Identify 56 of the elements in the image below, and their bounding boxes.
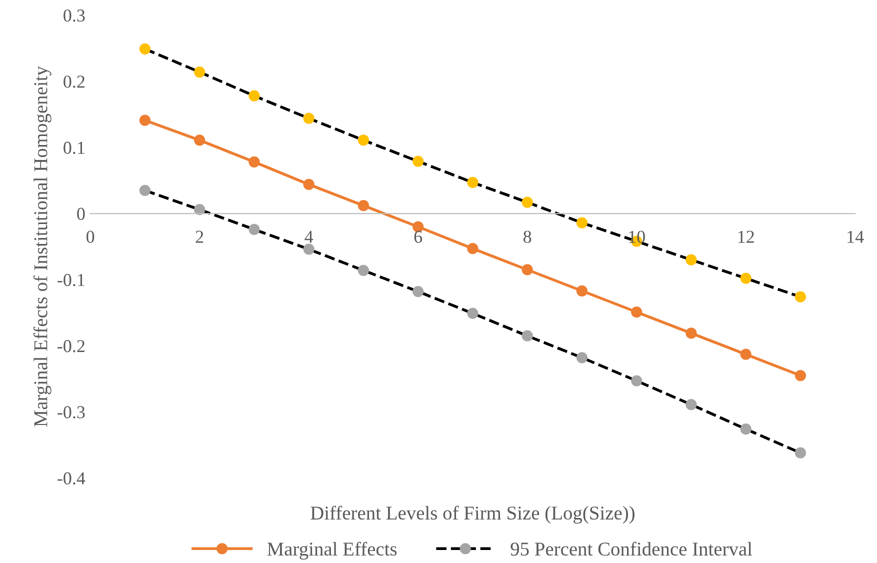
point — [522, 264, 533, 276]
point — [358, 200, 370, 212]
point — [794, 370, 806, 382]
x-tick-label: 2 — [196, 230, 204, 243]
point — [522, 330, 533, 342]
point — [740, 272, 752, 284]
point — [139, 114, 151, 126]
x-tick-label: 4 — [304, 230, 314, 243]
point — [194, 66, 206, 78]
point — [576, 285, 588, 296]
y-tick-label: -0.3 — [58, 406, 85, 418]
point — [358, 264, 370, 276]
point — [467, 176, 478, 188]
y-axis-title: Marginal Effects of Institutional Homogeneity — [33, 66, 52, 427]
x-tick-label: 12 — [738, 230, 754, 243]
point — [194, 204, 206, 216]
y-tick-label: 0.3 — [64, 9, 85, 22]
point — [740, 424, 752, 435]
y-tick-label: 0 — [77, 208, 85, 220]
point — [794, 447, 806, 458]
y-tick-label: 0.2 — [64, 76, 84, 88]
point — [139, 184, 151, 196]
y-tick-label: -0.2 — [58, 340, 84, 352]
x-axis-title: Different Levels of Firm Size (Log(Size)) — [310, 506, 634, 524]
point — [194, 134, 206, 146]
y-tick-label: -0.1 — [58, 274, 84, 286]
x-tick-label: 8 — [524, 230, 532, 243]
point — [740, 348, 752, 360]
legend-label: 95 Percent Confidence Interval — [510, 542, 752, 556]
point — [686, 399, 697, 410]
point — [412, 156, 424, 167]
x-tick-label: 6 — [414, 230, 422, 243]
point — [303, 178, 314, 190]
point — [522, 196, 533, 208]
point — [467, 243, 478, 254]
point — [303, 112, 314, 124]
point — [303, 244, 314, 255]
point — [794, 291, 806, 302]
x-tick-label: 0 — [86, 230, 94, 243]
legend-label: Marginal Effects — [267, 542, 397, 560]
point — [686, 328, 697, 339]
point — [467, 308, 478, 319]
point — [576, 217, 588, 228]
point — [139, 43, 151, 54]
point — [686, 254, 697, 266]
point — [412, 286, 424, 298]
y-tick-label: 0.1 — [64, 142, 84, 154]
point — [248, 224, 260, 235]
point — [631, 375, 642, 386]
y-tick-label: -0.4 — [58, 472, 86, 485]
point — [248, 156, 260, 168]
point — [358, 134, 370, 146]
point — [631, 306, 642, 318]
point — [248, 90, 260, 102]
point — [576, 352, 588, 364]
x-tick-label: 14 — [848, 230, 864, 243]
